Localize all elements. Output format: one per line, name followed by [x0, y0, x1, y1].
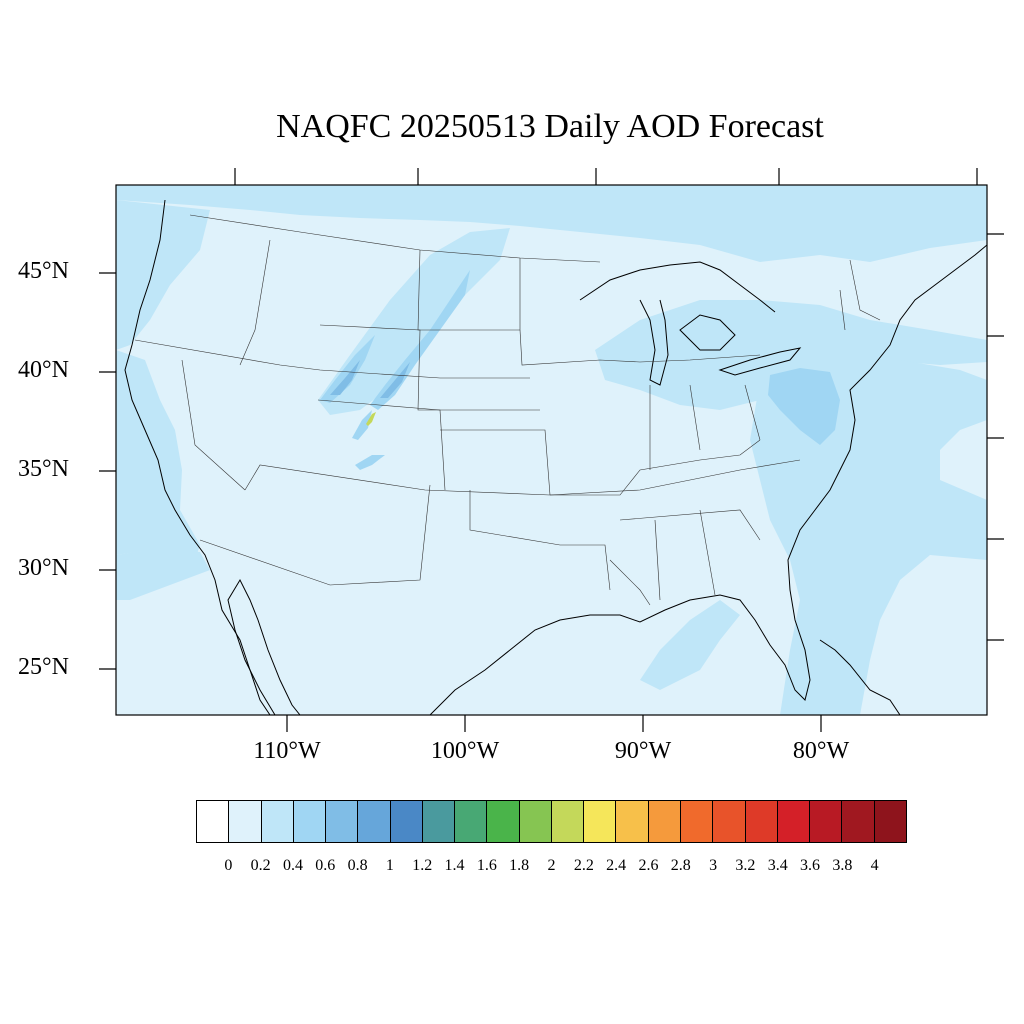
aod-band-gulf: [640, 600, 740, 690]
aod-contour-fills: [116, 185, 987, 715]
lat-label-40: 40°N: [18, 357, 69, 383]
coastlines: [124, 199, 987, 715]
aod-band-plume-south: [352, 410, 372, 440]
colorbar-label: 1.2: [412, 857, 433, 874]
colorbar-box: [777, 801, 811, 842]
colorbar-box: [648, 801, 681, 842]
colorbar-label: 0.6: [315, 857, 336, 874]
colorbar-box: [713, 801, 746, 842]
lon-label-100w: 100°W: [430, 738, 500, 764]
aod-band-rockies-plume: [318, 228, 510, 415]
colorbar-label: 1.4: [444, 857, 465, 874]
lat-label-30: 30°N: [18, 555, 69, 581]
colorbar-box: [422, 801, 456, 842]
colorbar-box: [326, 801, 359, 842]
colorbar-label: 2.8: [670, 857, 691, 874]
colorbar-label: 1: [385, 857, 394, 874]
colorbar-box: [519, 801, 552, 842]
lat-label-25: 25°N: [18, 654, 69, 680]
colorbar-label: 2.6: [638, 857, 659, 874]
colorbar-box: [842, 801, 875, 842]
lon-label-110w: 110°W: [253, 738, 321, 764]
colorbar-box: [874, 801, 906, 842]
colorbar-label: 3: [709, 857, 718, 874]
left-ticks: [99, 272, 116, 670]
map-frame: [115, 184, 988, 716]
colorbar-label: 0: [224, 857, 233, 874]
colorbar-box: [261, 801, 294, 842]
colorbar-label: 1.8: [509, 857, 530, 874]
colorbar-box: [810, 801, 843, 842]
lon-label-90w: 90°W: [614, 738, 672, 764]
colorbar-label: 4: [870, 857, 879, 874]
lon-label-80w: 80°W: [792, 738, 850, 764]
aod-plume-peak: [366, 412, 376, 426]
colorbar-box: [551, 801, 585, 842]
colorbar-label: 2: [547, 857, 556, 874]
aod-band-atlantic: [750, 360, 987, 715]
colorbar-label: 1.6: [476, 857, 497, 874]
colorbar-label: 2.4: [606, 857, 627, 874]
colorbar-box: [358, 801, 391, 842]
colorbar-box: [616, 801, 649, 842]
colorbar-label: 3.4: [767, 857, 788, 874]
colorbar-box: [745, 801, 778, 842]
colorbar-box: [680, 801, 714, 842]
colorbar-label: 3.2: [735, 857, 756, 874]
bottom-ticks: [286, 715, 822, 732]
colorbar-label: 2.2: [573, 857, 594, 874]
aod-band-plume-core: [320, 335, 375, 403]
aod-band-california: [116, 350, 200, 560]
colorbar-box: [197, 801, 230, 842]
colorbar-label: 0.4: [282, 857, 303, 874]
colorbar-box: [487, 801, 520, 842]
colorbar-box: [584, 801, 617, 842]
aod-band-plume-sw: [355, 455, 385, 470]
aod-band-plume-darker: [330, 360, 360, 395]
colorbar-label: 0.2: [250, 857, 271, 874]
aod-band-plume-east-darker: [380, 362, 410, 398]
colorbar-box: [455, 801, 488, 842]
lat-label-45: 45°N: [18, 258, 69, 284]
colorbar-label: 3.8: [832, 857, 853, 874]
top-ticks: [234, 168, 978, 185]
aod-band-northern-border: [116, 185, 987, 262]
colorbar-label: 0.8: [347, 857, 368, 874]
colorbar-label: 3.6: [800, 857, 821, 874]
right-ticks: [987, 233, 1004, 641]
state-borders: [134, 214, 881, 606]
colorbar-box: [293, 801, 327, 842]
aod-band-great-lakes: [595, 300, 987, 410]
lat-label-35: 35°N: [18, 456, 69, 482]
aod-band-mid-atlantic: [768, 368, 840, 445]
aod-band-west-gulf: [116, 548, 210, 600]
colorbar-box: [229, 801, 262, 842]
colorbar-box: [390, 801, 423, 842]
aod-colorbar: [196, 800, 907, 843]
map-title: NAQFC 20250513 Daily AOD Forecast: [276, 108, 824, 145]
